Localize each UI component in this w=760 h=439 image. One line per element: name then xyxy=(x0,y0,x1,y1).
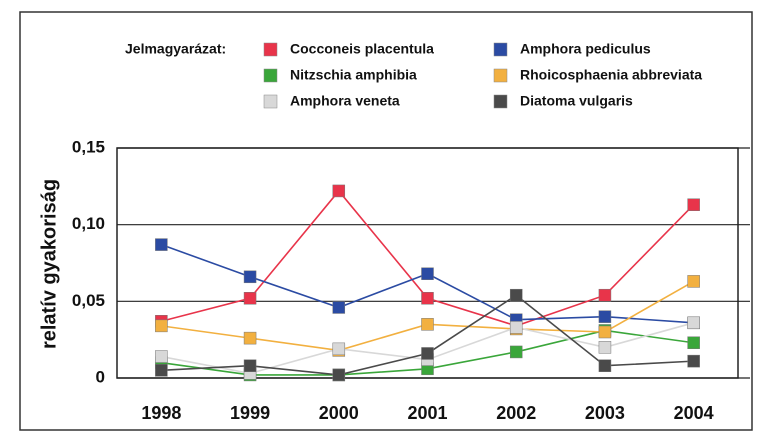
legend-swatch xyxy=(493,94,508,109)
x-tick-label: 2001 xyxy=(407,403,447,423)
marker xyxy=(421,347,434,360)
y-axis-label: relatív gyakoriság xyxy=(38,179,60,349)
series-line xyxy=(161,243,694,324)
legend-swatch xyxy=(263,68,278,83)
marker xyxy=(155,350,168,363)
legend-swatch xyxy=(493,68,508,83)
marker xyxy=(598,310,612,323)
marker xyxy=(243,331,257,345)
marker xyxy=(687,354,700,368)
y-tick-label: 0,10 xyxy=(72,214,105,233)
x-tick-label: 2003 xyxy=(585,403,625,423)
marker xyxy=(509,321,523,334)
x-tick-label: 2004 xyxy=(674,403,714,423)
legend-swatch xyxy=(263,94,278,109)
legend-swatch xyxy=(263,42,278,57)
marker xyxy=(509,288,523,302)
marker xyxy=(421,267,434,280)
legend-label: Diatoma vulgaris xyxy=(520,93,633,109)
marker xyxy=(687,336,700,349)
y-tick-label: 0,15 xyxy=(72,137,105,156)
legend-title: Jelmagyarázat: xyxy=(125,41,226,57)
y-tick-label: 0,05 xyxy=(72,291,105,310)
legend-swatch xyxy=(493,42,508,57)
marker xyxy=(598,325,612,339)
marker xyxy=(687,275,700,288)
marker xyxy=(598,359,612,372)
marker xyxy=(421,318,434,331)
marker xyxy=(332,184,346,198)
marker xyxy=(598,288,612,302)
x-tick-label: 1998 xyxy=(141,403,181,423)
x-tick-label: 2002 xyxy=(496,403,536,423)
marker xyxy=(687,316,700,330)
series-line xyxy=(161,189,695,327)
marker xyxy=(243,292,257,305)
legend-label: Cocconeis placentula xyxy=(290,41,434,57)
marker xyxy=(332,301,346,314)
legend-label: Nitzschia amphibia xyxy=(290,67,417,83)
marker xyxy=(155,238,168,251)
marker xyxy=(243,359,257,372)
marker xyxy=(155,319,168,333)
legend-label: Amphora pediculus xyxy=(520,41,651,57)
marker xyxy=(421,292,434,305)
marker xyxy=(509,345,523,359)
y-tick-label: 0 xyxy=(96,367,105,386)
x-tick-label: 1999 xyxy=(230,403,270,423)
marker xyxy=(332,368,346,382)
x-tick-label: 2000 xyxy=(319,403,359,423)
frame xyxy=(19,11,753,431)
legend-label: Rhoicosphaenia abbreviata xyxy=(520,67,702,83)
marker xyxy=(687,198,700,211)
marker xyxy=(155,364,168,377)
marker xyxy=(243,270,257,284)
marker xyxy=(598,341,612,354)
marker xyxy=(332,342,346,356)
legend-label: Amphora veneta xyxy=(290,93,400,109)
series-line xyxy=(161,280,695,352)
